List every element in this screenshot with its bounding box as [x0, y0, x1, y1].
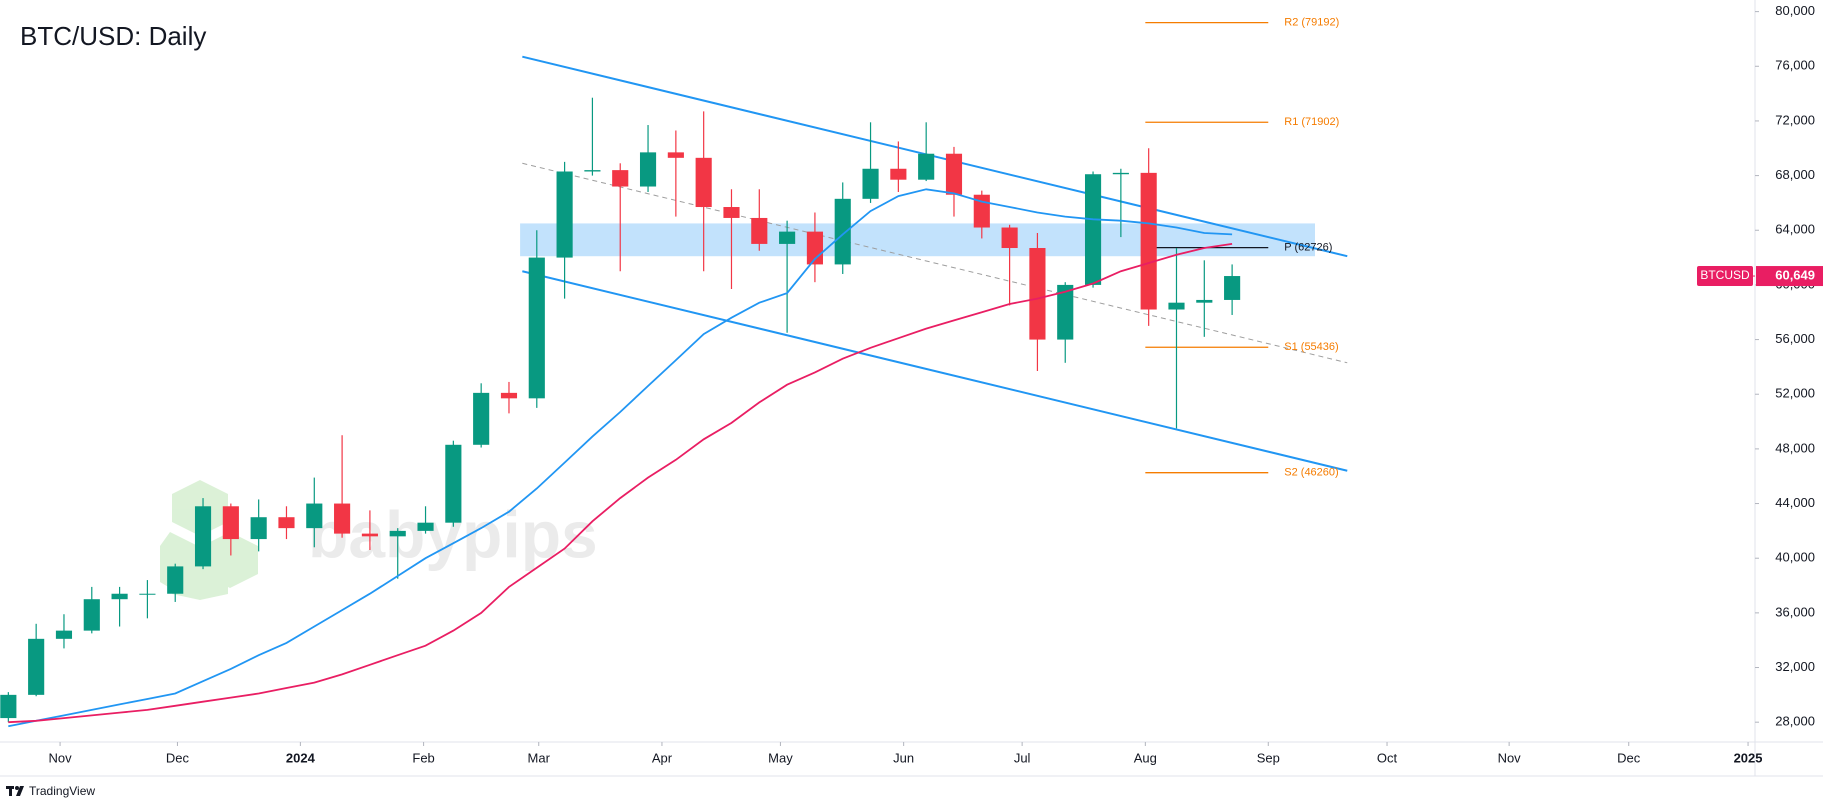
candle-body	[111, 593, 128, 600]
candle-body	[1029, 248, 1046, 340]
y-tick-label: 48,000	[1775, 440, 1815, 455]
plot-area: R2 (79192) R1 (71902) P (62726) S1 (55436) S…	[0, 17, 1348, 728]
y-tick-label: 76,000	[1775, 58, 1815, 73]
candle-body	[194, 506, 212, 567]
x-tick-label: 2025	[1734, 750, 1763, 765]
x-tick-label: Dec	[166, 750, 190, 765]
candle-body	[723, 207, 740, 218]
candle-body	[862, 168, 879, 199]
candle-body	[945, 153, 963, 195]
candle-body	[0, 694, 17, 719]
chart-title: BTC/USD: Daily	[20, 21, 206, 51]
midline	[522, 162, 1348, 364]
y-tick-label: 40,000	[1775, 550, 1815, 565]
x-tick-label: Apr	[652, 750, 673, 765]
candle-body	[639, 152, 657, 187]
candle-body	[417, 522, 434, 531]
footer-text: TradingView	[29, 784, 95, 798]
candle-body	[445, 444, 462, 523]
price-tag	[1756, 266, 1823, 287]
candle-body	[1057, 284, 1074, 340]
candle-body	[278, 517, 295, 529]
x-tick-label: Dec	[1617, 750, 1641, 765]
candle-body	[1224, 276, 1241, 300]
x-tick-label: Sep	[1257, 750, 1280, 765]
y-tick-label: 52,000	[1775, 386, 1815, 401]
candle-body	[1001, 227, 1018, 249]
candle-body	[222, 506, 239, 540]
y-tick-label: 80,000	[1775, 3, 1815, 18]
candle-body	[139, 593, 156, 595]
candle-body	[779, 231, 796, 244]
pivot-label: S2 (46260)	[1284, 467, 1338, 479]
candle-body	[584, 170, 601, 172]
candle-body	[695, 157, 712, 208]
pivot-label: R1 (71902)	[1284, 116, 1339, 128]
footer-logo	[6, 786, 24, 796]
x-tick-label: Feb	[412, 750, 434, 765]
pivot-label: R2 (79192)	[1284, 17, 1339, 29]
y-tick-label: 32,000	[1775, 659, 1815, 674]
moving-average	[8, 243, 1233, 724]
channel-line	[522, 55, 1348, 258]
candle-body	[361, 533, 378, 537]
x-tick-label: Jul	[1014, 750, 1031, 765]
logo-part	[16, 786, 24, 796]
candle-body	[389, 530, 406, 537]
candle-body	[334, 503, 351, 534]
candle-body	[1112, 172, 1129, 175]
x-tick-label: Nov	[49, 750, 73, 765]
candle-body	[500, 392, 518, 399]
candle-body	[55, 630, 73, 639]
candle-body	[612, 170, 629, 187]
candle-body	[28, 638, 45, 695]
candle-body	[83, 599, 100, 631]
x-tick-label: 2024	[286, 750, 316, 765]
candle-body	[834, 198, 851, 265]
logo-part	[15, 786, 19, 790]
pivot-label: S1 (55436)	[1284, 341, 1338, 353]
x-tick-label: Oct	[1377, 750, 1398, 765]
pivot-label: P (62726)	[1284, 242, 1332, 254]
y-tick-label: 64,000	[1775, 222, 1815, 237]
axes: 28,000 32,000 36,000 40,000 44,000 48,000 52,0…	[0, 0, 1823, 777]
symbol-tag	[1697, 266, 1753, 287]
candle-body	[250, 517, 267, 540]
moving-average	[8, 188, 1233, 728]
candle-body	[1196, 299, 1213, 303]
candle-body	[890, 168, 907, 180]
symbol-label: BTCUSD	[1700, 268, 1750, 282]
candle-body	[556, 171, 573, 258]
candle-body	[751, 217, 768, 244]
x-tick-label: Aug	[1134, 750, 1157, 765]
candle-body	[667, 152, 684, 158]
y-tick-label: 28,000	[1775, 714, 1815, 729]
support-zone	[520, 223, 1315, 257]
x-tick-label: May	[768, 750, 793, 765]
x-tick-label: Nov	[1498, 750, 1522, 765]
x-tick-label: Mar	[528, 750, 551, 765]
candle-body	[918, 153, 935, 180]
candle-body	[167, 566, 184, 594]
candle-body	[1168, 302, 1185, 310]
candle-body	[306, 503, 323, 529]
y-tick-label: 36,000	[1775, 604, 1815, 619]
watermark: babypips	[160, 480, 598, 600]
y-tick-label: 72,000	[1775, 112, 1815, 127]
y-tick-label: 56,000	[1775, 331, 1815, 346]
candle-body	[473, 392, 490, 445]
x-axis: Nov Dec 2024 Feb Mar Apr May Jun Jul Aug Sep Oct Nov…	[49, 750, 1763, 765]
candle-body	[1140, 172, 1157, 310]
candle-body	[1084, 174, 1102, 285]
channel-line	[522, 270, 1348, 472]
logo-part	[9, 786, 12, 796]
y-tick-label: 44,000	[1775, 495, 1815, 510]
y-tick-label: 68,000	[1775, 167, 1815, 182]
x-tick-label: Jun	[893, 750, 914, 765]
candle-body	[528, 257, 545, 399]
price-label: 60,649	[1775, 267, 1815, 282]
